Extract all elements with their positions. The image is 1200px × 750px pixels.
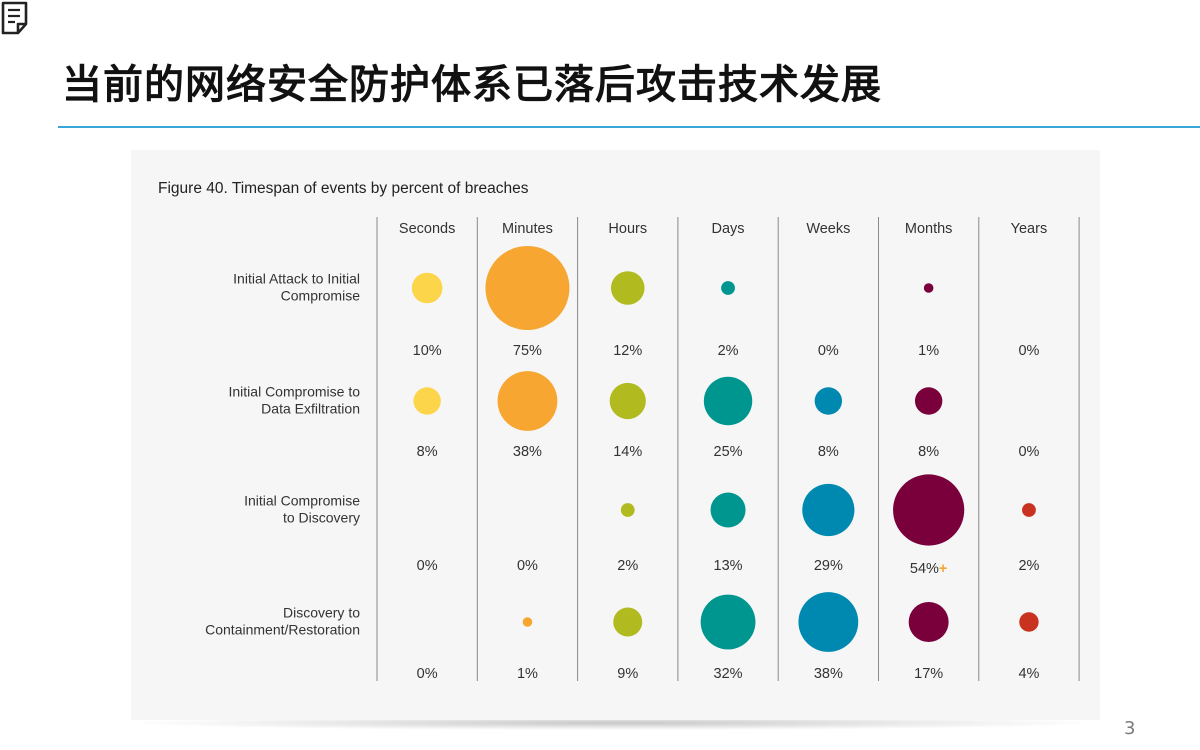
row-label: Discovery to	[283, 605, 360, 621]
value-label: 38%	[814, 666, 843, 682]
document-icon	[1, 1, 28, 35]
bubble	[798, 592, 859, 652]
value-label: 13%	[714, 558, 743, 574]
value-label: 8%	[417, 444, 438, 460]
value-label: 2%	[617, 558, 638, 574]
bubble	[1019, 612, 1039, 632]
bubble	[411, 272, 443, 304]
bubble	[522, 617, 533, 627]
bubble	[893, 474, 965, 546]
value-label: 2%	[1018, 558, 1039, 574]
value-label: 12%	[613, 343, 642, 359]
bubble	[710, 492, 746, 528]
column-header: Days	[712, 221, 745, 237]
value-label: 0%	[1018, 444, 1039, 460]
value-label: 0%	[1018, 343, 1039, 359]
value-label: 14%	[613, 444, 642, 460]
bubble	[1022, 503, 1036, 517]
bubble	[908, 602, 949, 642]
column-header: Years	[1011, 221, 1048, 237]
plus-marker: +	[939, 561, 947, 577]
column-header: Seconds	[399, 221, 455, 237]
bubble	[703, 376, 753, 426]
bubble	[721, 281, 735, 295]
bubble	[814, 387, 843, 415]
bubble	[609, 382, 646, 420]
bubble	[413, 387, 441, 415]
value-label: 38%	[513, 444, 542, 460]
value-label: 75%	[513, 343, 542, 359]
value-label: 1%	[517, 666, 538, 682]
value-label: 10%	[413, 343, 442, 359]
value-label: 8%	[918, 444, 939, 460]
bubble	[802, 483, 855, 537]
bubble	[497, 371, 558, 431]
bubble-chart: Figure 40. Timespan of events by percent…	[158, 180, 1080, 682]
column-header: Weeks	[806, 221, 850, 237]
value-label: 8%	[818, 444, 839, 460]
value-label: 25%	[714, 444, 743, 460]
bubble	[923, 283, 934, 293]
row-label: Containment/Restoration	[205, 622, 360, 638]
row-label: Compromise	[281, 288, 361, 304]
value-label: 0%	[517, 558, 538, 574]
bubble	[700, 594, 756, 650]
value-label: 1%	[918, 343, 939, 359]
value-label: 0%	[818, 343, 839, 359]
row-label: Initial Attack to Initial	[233, 271, 360, 287]
column-header: Months	[905, 221, 953, 237]
value-label: 32%	[714, 666, 743, 682]
title-underline	[58, 126, 1200, 128]
value-label: 0%	[417, 558, 438, 574]
figure-panel: Figure 40. Timespan of events by percent…	[131, 150, 1100, 720]
page-number: 3	[1124, 718, 1136, 739]
chart-title: Figure 40. Timespan of events by percent…	[158, 180, 529, 197]
bubble	[485, 246, 570, 330]
row-label: Initial Compromise to	[229, 384, 361, 400]
bubble	[613, 607, 643, 637]
value-label: 54%+	[910, 561, 948, 577]
bubble	[620, 503, 635, 517]
row-label: Initial Compromise	[244, 493, 360, 509]
page-title: 当前的网络安全防护体系已落后攻击技术发展	[62, 62, 882, 108]
value-label: 9%	[617, 666, 638, 682]
row-label: Data Exfiltration	[261, 401, 360, 417]
column-header: Minutes	[502, 221, 553, 237]
bubble	[914, 387, 943, 415]
bubble	[610, 271, 645, 305]
value-label: 2%	[718, 343, 739, 359]
value-label: 29%	[814, 558, 843, 574]
value-label: 4%	[1018, 666, 1039, 682]
column-header: Hours	[608, 221, 647, 237]
value-label: 17%	[914, 666, 943, 682]
value-label: 0%	[417, 666, 438, 682]
row-label: to Discovery	[283, 510, 360, 526]
